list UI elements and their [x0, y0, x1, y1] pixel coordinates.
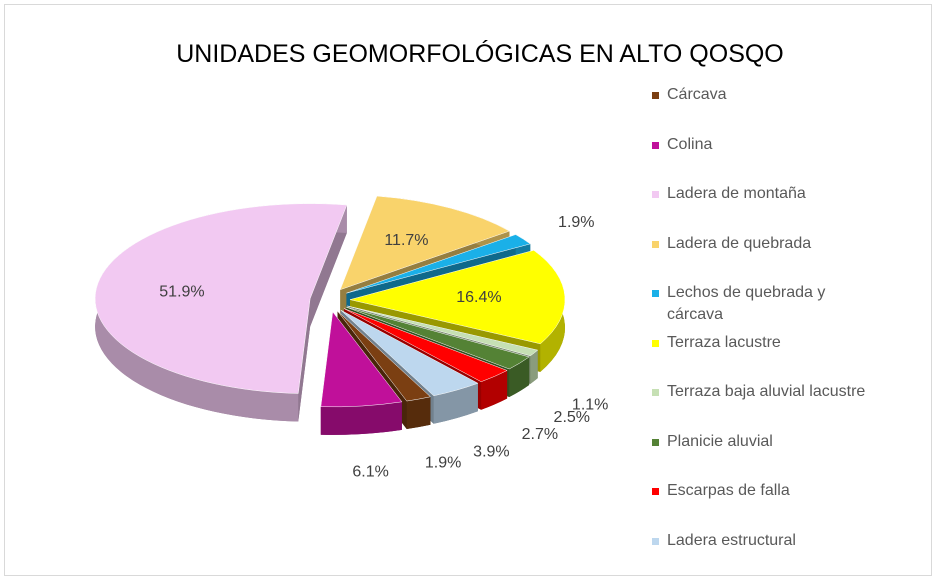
legend-item: Terraza baja aluvial lacustre — [652, 381, 865, 403]
data-label: 1.9% — [425, 455, 461, 472]
legend-swatch — [652, 438, 659, 446]
chart-border — [4, 4, 932, 576]
data-label: 6.1% — [352, 463, 388, 480]
data-label: 2.7% — [522, 426, 558, 443]
slice-top — [343, 308, 508, 383]
data-label: 1.1% — [572, 396, 608, 413]
legend-label: Cárcava — [667, 86, 727, 103]
data-label: 16.4% — [456, 289, 501, 306]
legend-item: Colina — [652, 134, 712, 156]
legend-item: Escarpas de falla — [652, 480, 790, 502]
slice-top — [339, 195, 511, 291]
slice-side — [530, 350, 538, 384]
data-label: 2.5% — [554, 409, 590, 426]
slice-top — [94, 203, 348, 394]
legend-label: Terraza baja aluvial lacustre — [667, 383, 866, 400]
legend-swatch — [652, 339, 659, 347]
legend-label: Escarpas de falla — [667, 482, 790, 499]
pie-slice — [320, 311, 403, 435]
legend-item: Cárcava — [652, 84, 727, 106]
legend-swatch — [652, 191, 659, 198]
legend-label: Lechos de quebrada y cárcava — [667, 284, 826, 323]
legend-label: Planicie aluvial — [667, 432, 773, 450]
slice-wall — [310, 205, 347, 327]
legend-item: Ladera de montaña — [652, 183, 806, 205]
pie-slice — [94, 203, 348, 422]
slice-wall — [298, 298, 311, 422]
data-label: 3.9% — [473, 443, 509, 460]
legend-item: Ladera estructural — [652, 530, 796, 552]
legend-label: Ladera de quebrada — [667, 234, 812, 252]
slice-side — [481, 370, 508, 410]
data-label: 51.9% — [159, 283, 204, 300]
legend-label: Terraza lacustre — [667, 333, 781, 351]
legend-item: Ladera de quebrada — [652, 233, 811, 255]
legend-swatch — [652, 141, 659, 149]
legend-swatch — [652, 92, 659, 99]
slice-side — [406, 396, 431, 430]
slice-side — [509, 356, 530, 397]
data-label: 1.9% — [558, 214, 594, 231]
slice-side — [320, 401, 402, 435]
legend-label: Ladera de montaña — [667, 185, 806, 202]
legend-swatch — [652, 537, 659, 545]
legend-item: Lechos de quebrada y cárcava — [652, 282, 867, 326]
legend-label: Ladera estructural — [667, 531, 796, 549]
legend-item: Planicie aluvial — [652, 431, 773, 453]
legend-label: Colina — [667, 135, 713, 153]
legend-swatch — [652, 240, 659, 248]
slice-top — [337, 310, 431, 402]
slice-top — [349, 250, 566, 345]
slice-top — [340, 309, 479, 397]
slice-top — [320, 311, 403, 408]
slice-top — [346, 306, 530, 370]
legend-swatch — [652, 389, 659, 396]
legend-swatch — [652, 290, 659, 297]
legend-swatch — [652, 488, 659, 495]
slice-top — [347, 305, 539, 357]
data-label: 11.7% — [384, 232, 428, 249]
chart-title: UNIDADES GEOMORFOLÓGICAS EN ALTO QOSQO — [176, 39, 784, 68]
legend-item: Terraza lacustre — [652, 332, 781, 354]
slice-top — [346, 234, 531, 294]
